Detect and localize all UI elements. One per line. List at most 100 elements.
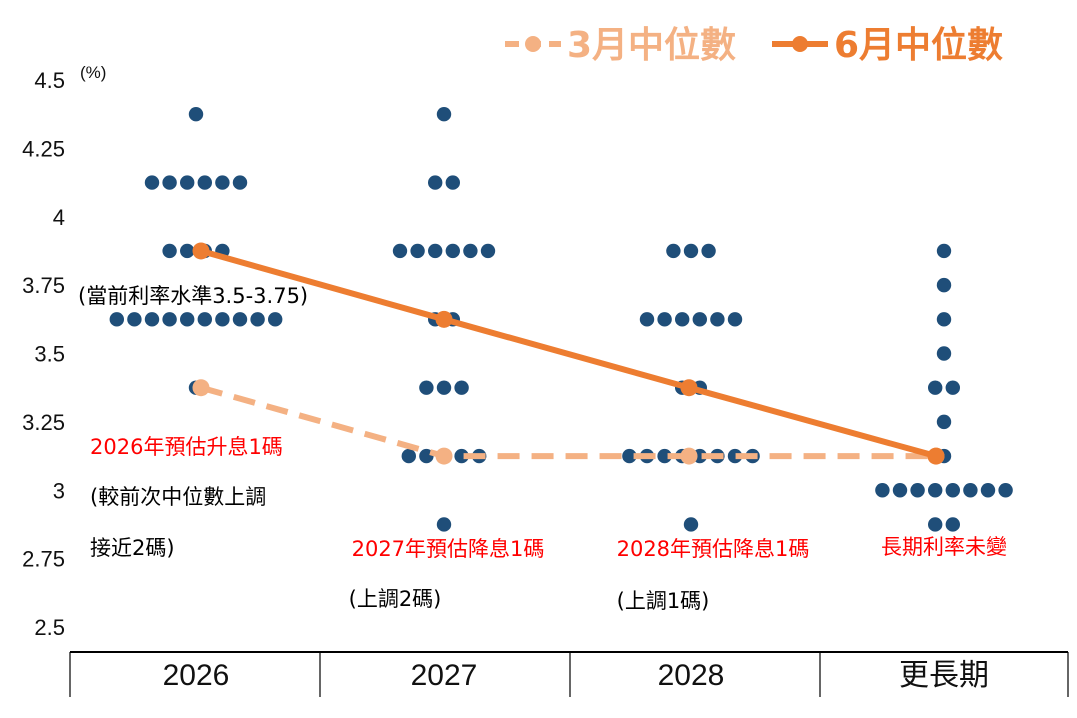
median-point bbox=[435, 310, 453, 328]
y-tick-label: 3.25 bbox=[22, 410, 65, 435]
x-tick-label: 更長期 bbox=[899, 659, 989, 692]
participant-dot bbox=[683, 517, 699, 532]
y-tick-label: 2.5 bbox=[34, 615, 65, 640]
participant-dot bbox=[936, 312, 952, 327]
annotations: (當前利率水準3.5-3.75) 2026年預估升息1碼 (較前次中位數上調接近2碼… bbox=[78, 284, 1007, 613]
participant-dot bbox=[215, 175, 230, 190]
participant-dot bbox=[109, 312, 125, 327]
participant-dot bbox=[428, 243, 443, 259]
participant-dot bbox=[197, 312, 212, 327]
participant-dot bbox=[445, 175, 460, 190]
participant-dot bbox=[180, 175, 195, 190]
participant-dot bbox=[445, 243, 460, 259]
participant-dot bbox=[162, 312, 177, 327]
legend-label: 3月中位數 bbox=[567, 25, 736, 66]
legend-marker bbox=[525, 36, 541, 52]
median-point bbox=[192, 379, 210, 397]
participant-dot bbox=[436, 106, 452, 122]
participant-dot bbox=[622, 448, 637, 464]
participant-dot bbox=[963, 483, 978, 498]
participant-dot bbox=[419, 380, 434, 395]
participant-dot bbox=[875, 483, 890, 498]
x-axis: 2026 2027 2028 更長期 bbox=[69, 651, 1069, 697]
participant-dot bbox=[463, 243, 478, 259]
y-tick-label: 2.75 bbox=[22, 547, 65, 572]
participant-dot bbox=[144, 312, 160, 327]
participant-dot bbox=[180, 312, 195, 327]
annotation-text: 2028年預估降息1碼 bbox=[617, 537, 810, 561]
participant-dot bbox=[892, 483, 908, 498]
participant-dot bbox=[392, 243, 408, 259]
participant-dot bbox=[928, 517, 943, 532]
participant-dot bbox=[727, 448, 743, 464]
y-tick-label: 4.5 bbox=[34, 68, 65, 93]
legend: 3月中位數 6月中位數 bbox=[505, 25, 1003, 66]
median-point bbox=[192, 242, 210, 260]
participant-dot bbox=[936, 277, 952, 293]
march-median-line bbox=[200, 384, 936, 460]
participant-dot bbox=[162, 243, 177, 259]
participant-dot bbox=[666, 243, 681, 259]
participant-dot bbox=[268, 312, 283, 327]
participant-dot bbox=[180, 243, 195, 259]
participant-dot bbox=[657, 448, 672, 464]
participant-dot bbox=[928, 483, 943, 498]
participant-dot bbox=[454, 448, 469, 464]
participant-dot bbox=[188, 106, 204, 122]
participant-dot bbox=[215, 312, 230, 327]
y-tick-label: 4 bbox=[53, 205, 65, 230]
annotation-text: (較前次中位數上調 bbox=[90, 485, 266, 509]
participant-dot bbox=[936, 346, 952, 361]
participant-dot bbox=[727, 312, 743, 327]
participant-dot bbox=[162, 175, 177, 190]
participant-dot bbox=[928, 380, 943, 395]
annotation-text: (上調1碼) bbox=[617, 589, 710, 613]
legend-label: 6月中位數 bbox=[834, 25, 1003, 66]
x-tick-label: 2026 bbox=[163, 659, 230, 692]
participant-dot bbox=[945, 517, 960, 532]
participant-dot bbox=[980, 483, 996, 498]
participant-dot bbox=[436, 517, 452, 532]
annotation-text: 長期利率未變 bbox=[881, 535, 1007, 559]
participant-dot bbox=[710, 312, 725, 327]
june-median-line bbox=[200, 248, 937, 459]
participant-dot bbox=[639, 312, 655, 327]
annotation-text: (當前利率水準3.5-3.75) bbox=[78, 284, 308, 308]
participant-dot bbox=[675, 312, 690, 327]
y-unit-label: (%) bbox=[80, 63, 106, 82]
participant-dot bbox=[936, 414, 952, 430]
y-tick-label: 3.75 bbox=[22, 273, 65, 298]
median-lines bbox=[192, 242, 945, 465]
y-tick-label: 4.25 bbox=[22, 136, 65, 161]
annotation-text: 接近2碼) bbox=[90, 536, 175, 560]
participant-dot bbox=[945, 483, 960, 498]
participant-dot bbox=[127, 312, 142, 327]
participant-dot bbox=[657, 312, 672, 327]
participant-dot bbox=[454, 380, 469, 395]
x-tick-label: 2028 bbox=[658, 659, 725, 692]
participant-dot bbox=[410, 243, 425, 259]
participant-dot bbox=[144, 175, 160, 190]
participant-dot bbox=[232, 175, 248, 190]
median-point bbox=[680, 379, 698, 397]
participant-dot bbox=[436, 380, 452, 395]
annotation-text: 2026年預估升息1碼 bbox=[90, 435, 283, 459]
participant-dot bbox=[910, 483, 925, 498]
participant-dot bbox=[232, 312, 248, 327]
participant-dot bbox=[419, 448, 434, 464]
participant-dot bbox=[683, 243, 699, 259]
participant-dot bbox=[197, 175, 212, 190]
median-point bbox=[927, 447, 945, 465]
participant-dot bbox=[998, 483, 1013, 498]
y-axis: (%) 4.5 4.25 4 3.75 3.5 3.25 3 2.75 2.5 bbox=[22, 63, 106, 640]
participant-dot bbox=[480, 243, 496, 259]
annotation-text: 2027年預估降息1碼 bbox=[352, 537, 545, 561]
participant-dot bbox=[401, 448, 416, 464]
legend-marker bbox=[792, 36, 808, 52]
y-tick-label: 3.5 bbox=[34, 342, 65, 367]
participant-dot bbox=[692, 312, 707, 327]
participant-dot bbox=[945, 380, 960, 395]
y-tick-label: 3 bbox=[53, 478, 65, 503]
x-tick-label: 2027 bbox=[411, 659, 478, 692]
